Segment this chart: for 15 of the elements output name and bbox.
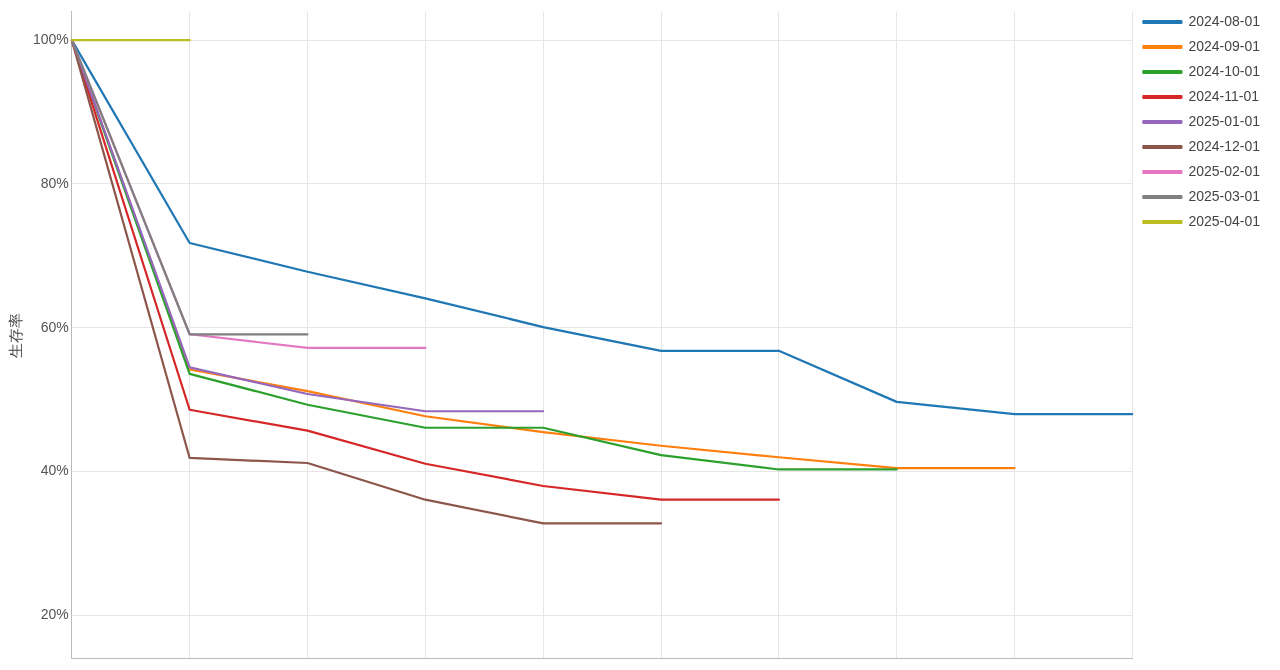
legend-label: 2025-03-01	[1188, 187, 1261, 204]
legend-label: 2024-10-01	[1188, 62, 1261, 79]
y-tick-label: 60%	[40, 318, 69, 335]
y-tick-label: 40%	[40, 462, 69, 479]
legend-label: 2025-01-01	[1188, 112, 1261, 129]
legend-label: 2025-04-01	[1188, 212, 1261, 229]
legend-label: 2024-11-01	[1188, 87, 1260, 104]
legend-label: 2024-09-01	[1188, 37, 1261, 54]
y-axis-title: 生存率	[6, 312, 25, 358]
y-tick-label: 80%	[40, 174, 69, 191]
legend-label: 2025-02-01	[1188, 162, 1261, 179]
y-tick-label: 100%	[32, 31, 69, 48]
legend-label: 2024-12-01	[1188, 137, 1261, 154]
y-tick-label: 20%	[40, 606, 69, 623]
legend-label: 2024-08-01	[1188, 12, 1261, 29]
